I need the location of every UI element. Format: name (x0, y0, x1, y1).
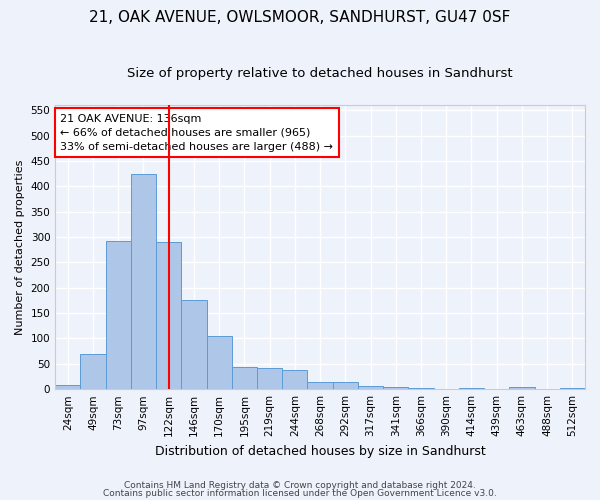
Bar (307, 382, 332, 389)
Bar (383, 386, 409, 389)
Bar (80, 354, 106, 389)
Text: Contains public sector information licensed under the Open Government Licence v3: Contains public sector information licen… (103, 488, 497, 498)
Bar (257, 368, 282, 389)
Bar (409, 388, 434, 389)
Bar (181, 300, 206, 389)
Title: Size of property relative to detached houses in Sandhurst: Size of property relative to detached ho… (127, 68, 513, 80)
Text: Contains HM Land Registry data © Crown copyright and database right 2024.: Contains HM Land Registry data © Crown c… (124, 481, 476, 490)
Bar (106, 241, 131, 389)
Bar (55, 385, 80, 389)
Bar (131, 174, 156, 389)
Y-axis label: Number of detached properties: Number of detached properties (15, 160, 25, 335)
X-axis label: Distribution of detached houses by size in Sandhurst: Distribution of detached houses by size … (155, 444, 485, 458)
Bar (358, 386, 383, 389)
Bar (156, 242, 181, 389)
Bar (232, 367, 257, 389)
Bar (282, 370, 307, 389)
Text: 21, OAK AVENUE, OWLSMOOR, SANDHURST, GU47 0SF: 21, OAK AVENUE, OWLSMOOR, SANDHURST, GU4… (89, 10, 511, 25)
Bar (560, 388, 585, 389)
Bar (509, 386, 535, 389)
Bar (459, 388, 484, 389)
Bar (206, 336, 232, 389)
Text: 21 OAK AVENUE: 136sqm
← 66% of detached houses are smaller (965)
33% of semi-det: 21 OAK AVENUE: 136sqm ← 66% of detached … (61, 114, 334, 152)
Bar (332, 382, 358, 389)
